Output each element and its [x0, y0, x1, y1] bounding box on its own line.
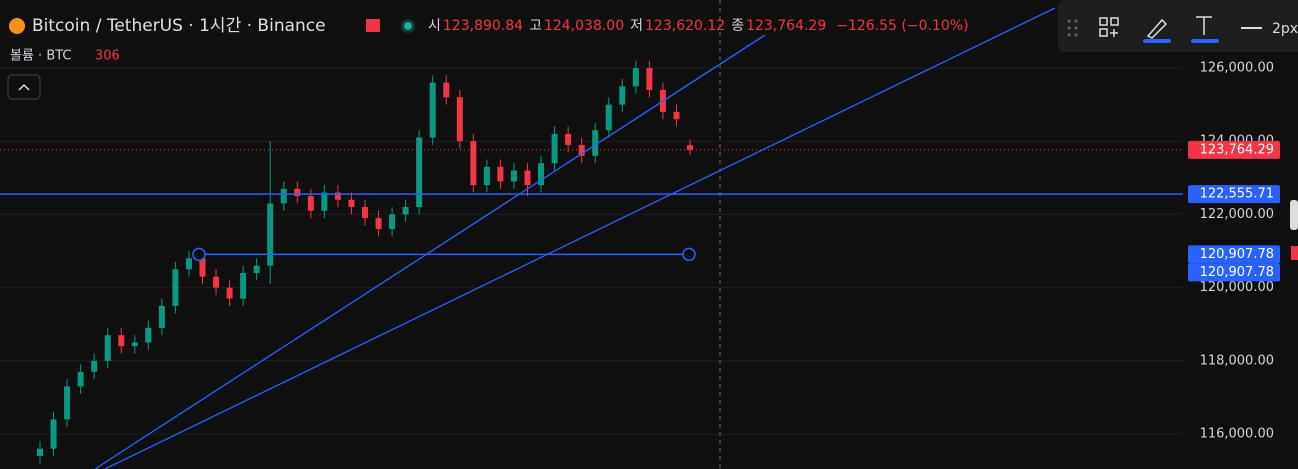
candle-body	[213, 276, 220, 288]
candle-body	[456, 97, 463, 142]
candle-body	[64, 386, 71, 420]
ohlc-value: 123,890.84	[443, 18, 523, 34]
candle-body	[632, 68, 639, 87]
ohlc-value: 123,764.29	[746, 18, 826, 34]
candle-body	[348, 199, 355, 208]
line-width[interactable]: 2px	[1272, 21, 1298, 37]
candle-body	[37, 448, 43, 456]
price-label	[1188, 140, 1280, 159]
text-button[interactable]	[1196, 16, 1212, 35]
y-tick-label: 116,000.00	[1200, 427, 1274, 442]
candle-body	[605, 104, 612, 131]
price-label	[1188, 185, 1280, 204]
candle-body	[673, 111, 680, 120]
change: −126.55 (−0.10%)	[836, 18, 968, 34]
price-label	[1188, 263, 1280, 282]
candle-body	[510, 170, 517, 182]
candle-body	[172, 269, 179, 306]
y-tick-label: 122,000.00	[1200, 207, 1274, 222]
ohlc-key: 시	[428, 18, 441, 34]
candle-body	[185, 258, 192, 270]
candle-body	[321, 192, 328, 211]
candle-body	[307, 196, 314, 211]
candle-body	[483, 166, 490, 186]
ohlc-key: 고	[529, 18, 542, 34]
marker	[1291, 246, 1298, 260]
ohlc-key: 종	[731, 18, 744, 34]
symbol-title: Bitcoin / TetherUS · 1시간 · Binance	[32, 16, 326, 36]
chevron	[18, 83, 30, 91]
candle-body	[429, 82, 436, 138]
candle-body	[687, 145, 693, 150]
candle-body	[104, 335, 111, 361]
candle-body	[253, 265, 260, 273]
flag[interactable]	[366, 19, 380, 32]
price-label-text: 123,764.29	[1200, 142, 1274, 157]
candle-body	[375, 218, 382, 230]
ohlc-key: 저	[630, 18, 643, 34]
anchor-handle	[192, 247, 206, 262]
candle-body	[402, 207, 409, 215]
candle-body	[145, 327, 152, 343]
candle-body	[131, 342, 138, 347]
candle-body	[240, 272, 247, 299]
price-label-text: 120,907.78	[1200, 265, 1274, 280]
candle-body	[226, 287, 233, 299]
price-label-text: 120,907.78	[1200, 247, 1274, 262]
candle-body	[267, 203, 274, 266]
candle-body	[443, 82, 450, 98]
candle-body	[470, 141, 477, 186]
candle-body	[294, 188, 301, 197]
trend-line	[94, 34, 766, 469]
candle-body	[362, 207, 368, 219]
ohlc-value: 123,620.12	[645, 18, 725, 34]
y-tick-label: 126,000.00	[1200, 61, 1274, 76]
color-indicator	[1143, 39, 1171, 43]
candle-body	[416, 137, 423, 208]
candle-body	[50, 419, 57, 449]
candle-body	[280, 188, 287, 204]
text-color-indicator	[1191, 39, 1219, 43]
candle-body	[619, 86, 626, 105]
price-label	[1188, 245, 1280, 264]
y-tick-label: 120,000.00	[1200, 280, 1274, 295]
y-tick-label: 118,000.00	[1200, 353, 1274, 368]
candle-body	[158, 305, 165, 328]
candle-body	[199, 258, 206, 277]
candle-body	[551, 133, 558, 164]
status-dot	[404, 22, 412, 30]
collapse-button[interactable]	[7, 74, 41, 100]
volume-value: 306	[95, 49, 120, 64]
price-label-text: 122,555.71	[1200, 187, 1274, 202]
candle-body	[592, 130, 599, 156]
candle-body	[538, 163, 545, 186]
candle-body	[334, 192, 341, 200]
candle-body	[389, 214, 396, 230]
drag-handle[interactable]	[1067, 19, 1078, 37]
trend-line	[104, 7, 1056, 469]
coin-icon	[9, 18, 25, 34]
drawing-toolbar	[1058, 0, 1298, 52]
candle-body	[565, 133, 572, 145]
pencil-button[interactable]	[1146, 18, 1168, 39]
volume-label: 볼륨 · BTC	[10, 49, 72, 64]
scroll-handle[interactable]	[1290, 200, 1298, 230]
price-axis	[1183, 0, 1298, 469]
candle-body	[77, 371, 84, 387]
templates-button[interactable]	[1099, 17, 1119, 37]
candle-body	[91, 360, 98, 372]
candle-body	[524, 170, 531, 186]
candle-body	[118, 335, 125, 347]
ohlc-value: 124,038.00	[544, 18, 624, 34]
candle-body	[497, 166, 504, 182]
candle-body	[646, 68, 653, 90]
candle-body	[578, 144, 585, 156]
anchor-handle	[682, 247, 696, 262]
